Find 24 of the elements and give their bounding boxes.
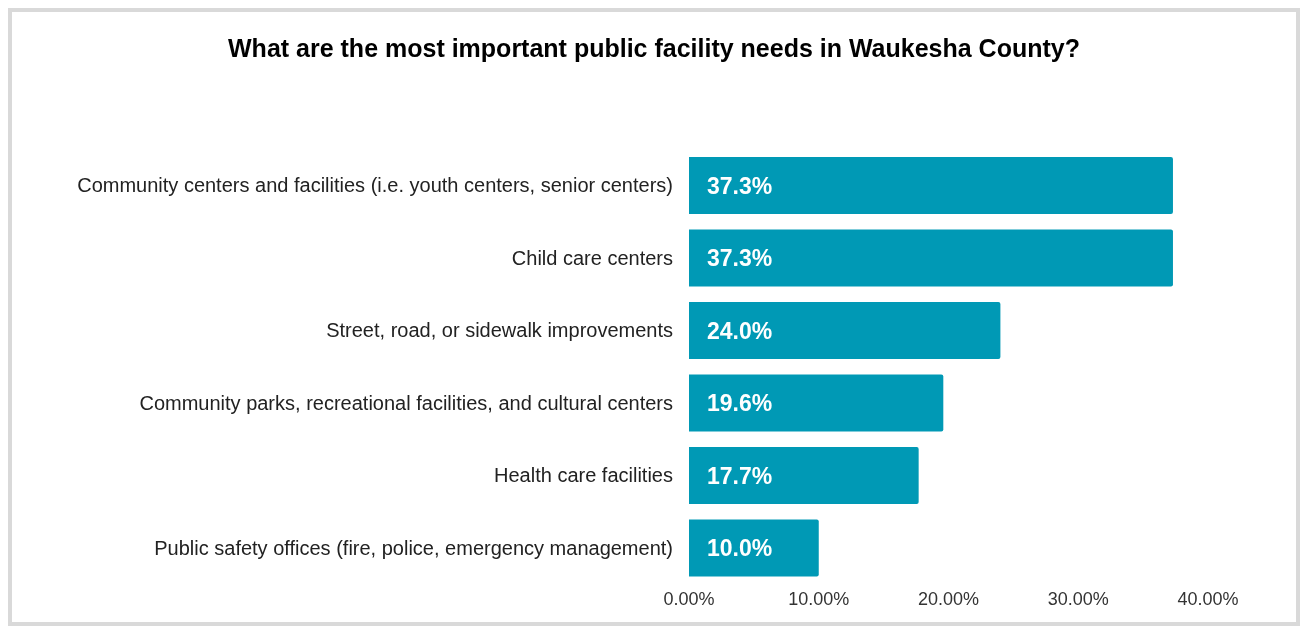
x-tick-label: 10.00% [788,588,850,609]
data-label: 37.3% [707,172,773,199]
data-label: 19.6% [707,390,773,417]
data-label: 37.3% [707,245,773,272]
x-tick-label: 20.00% [917,588,980,609]
y-tick-label: Public safety offices (fire, police, emergency management) [154,536,673,559]
y-tick-label: Street, road, or sidewalk improvements [326,319,673,342]
chart-title: What are the most important public facility needs in Waukesha County? [227,34,1081,63]
x-tick-label: 0.00% [663,588,715,609]
y-tick-label: Community parks, recreational facilities, and cultural centers [139,391,673,414]
data-label: 10.0% [707,535,773,562]
bar [689,156,1173,214]
y-tick-label: Child care centers [511,246,673,269]
y-tick-label: Health care facilities [494,464,673,487]
bar [689,374,944,432]
x-tick-label: 40.00% [1177,588,1239,609]
x-tick-label: 30.00% [1047,588,1109,609]
bar [689,229,1173,287]
data-label: 24.0% [707,317,773,344]
bar [689,301,1001,359]
bar [689,519,819,577]
bar [689,446,919,504]
y-tick-label: Community centers and facilities (i.e. youth centers, senior centers) [77,174,673,197]
data-label: 17.7% [707,462,773,489]
